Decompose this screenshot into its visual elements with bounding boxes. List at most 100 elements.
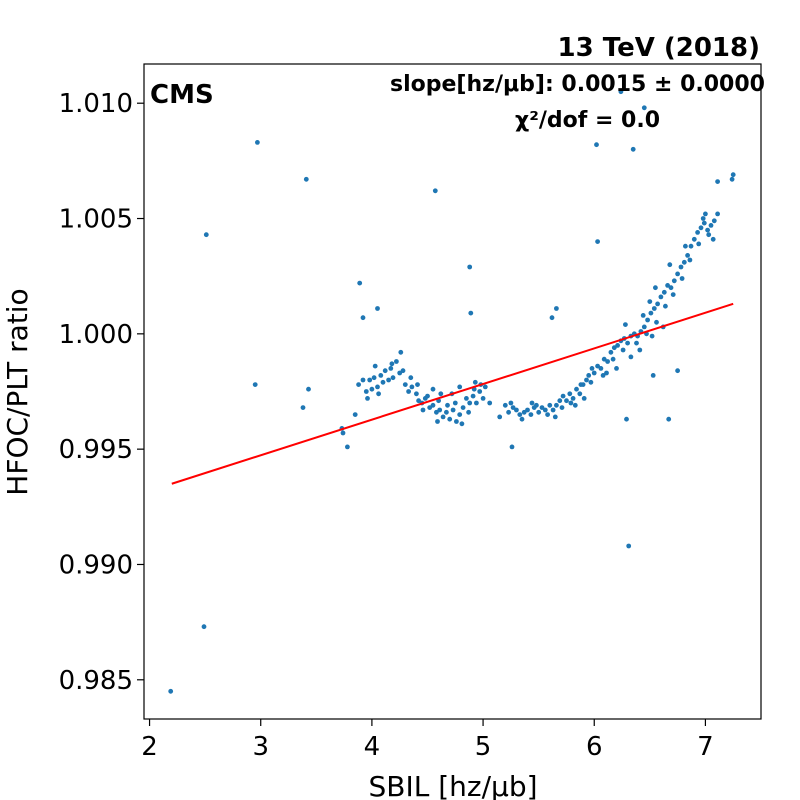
slope-annotation: slope[hz/μb]: 0.0015 ± 0.0000 (390, 72, 765, 97)
data-point (382, 368, 388, 374)
data-point (588, 379, 594, 385)
data-point (696, 241, 702, 247)
x-tick-label: 4 (364, 732, 381, 762)
data-point (559, 405, 565, 410)
data-point (477, 389, 483, 394)
data-point (554, 306, 559, 311)
data-point (386, 377, 391, 383)
data-point (303, 176, 309, 182)
data-point (594, 142, 599, 148)
data-point (564, 398, 569, 404)
data-point (545, 412, 550, 417)
data-point (472, 379, 478, 385)
data-point (357, 280, 363, 286)
chart-title: 13 TeV (2018) (558, 33, 760, 63)
data-point (371, 375, 377, 381)
data-point (457, 412, 463, 417)
y-tick-label: 0.995 (59, 435, 133, 465)
data-point (670, 292, 676, 297)
data-point (452, 400, 458, 406)
data-point (648, 310, 654, 316)
data-point (681, 259, 687, 265)
data-point (708, 223, 714, 228)
data-point (201, 624, 207, 630)
data-point (534, 402, 539, 408)
data-point (600, 373, 606, 378)
data-point (675, 271, 680, 277)
y-tick-label: 1.010 (59, 89, 133, 119)
data-point (430, 386, 436, 392)
data-point (667, 262, 673, 268)
data-point (400, 368, 406, 374)
data-point (510, 405, 516, 410)
data-point (687, 257, 693, 263)
data-point (255, 140, 260, 145)
data-point (437, 407, 443, 413)
data-point (628, 354, 634, 360)
data-point (552, 414, 558, 420)
data-point (398, 349, 404, 355)
data-point (356, 382, 361, 387)
data-point (691, 236, 697, 242)
data-point (624, 416, 629, 422)
x-tick-label: 5 (475, 732, 492, 762)
data-point (468, 310, 474, 316)
data-point (300, 405, 306, 410)
data-point (705, 227, 710, 233)
data-point (409, 384, 415, 390)
data-point (567, 391, 573, 397)
data-point (363, 389, 369, 394)
data-point (509, 444, 515, 450)
data-points (168, 89, 736, 694)
data-point (352, 412, 358, 417)
data-point (549, 315, 555, 321)
x-tick-label: 2 (141, 732, 158, 762)
data-point (641, 324, 647, 330)
data-point (414, 391, 419, 397)
data-point (406, 389, 411, 394)
data-point (420, 407, 426, 413)
data-point (711, 218, 717, 224)
data-point (581, 396, 587, 401)
data-point (688, 243, 694, 249)
data-point (630, 146, 636, 152)
data-point (390, 375, 396, 381)
y-tick-label: 1.005 (59, 205, 133, 235)
data-point (620, 347, 626, 353)
data-point (678, 264, 684, 270)
data-point (525, 407, 530, 413)
data-point (671, 278, 677, 284)
data-point (640, 313, 646, 318)
data-point (203, 232, 209, 238)
data-point (474, 400, 479, 406)
data-point (459, 421, 465, 427)
data-point (658, 294, 664, 300)
data-point (542, 407, 548, 413)
data-point (464, 396, 469, 401)
data-point (430, 402, 436, 408)
x-axis-label: SBIL [hz/μb] (368, 770, 537, 800)
data-point (550, 407, 556, 413)
y-axis-ticks: 0.985 0.990 0.995 1.000 1.005 1.010 (59, 89, 144, 696)
data-point (572, 402, 578, 408)
data-point (482, 384, 488, 390)
data-point (252, 382, 258, 387)
data-point (626, 543, 632, 549)
data-point (454, 419, 459, 424)
data-point (710, 236, 716, 242)
data-point (666, 416, 672, 422)
data-point (466, 409, 471, 415)
data-point (577, 391, 583, 397)
data-point (650, 373, 656, 378)
data-point (547, 402, 553, 408)
data-point (557, 398, 563, 404)
data-point (168, 688, 174, 694)
data-point (570, 396, 576, 401)
data-point (528, 412, 534, 417)
data-point (457, 384, 463, 390)
data-point (394, 359, 399, 364)
data-point (367, 377, 373, 383)
data-point (372, 363, 378, 369)
